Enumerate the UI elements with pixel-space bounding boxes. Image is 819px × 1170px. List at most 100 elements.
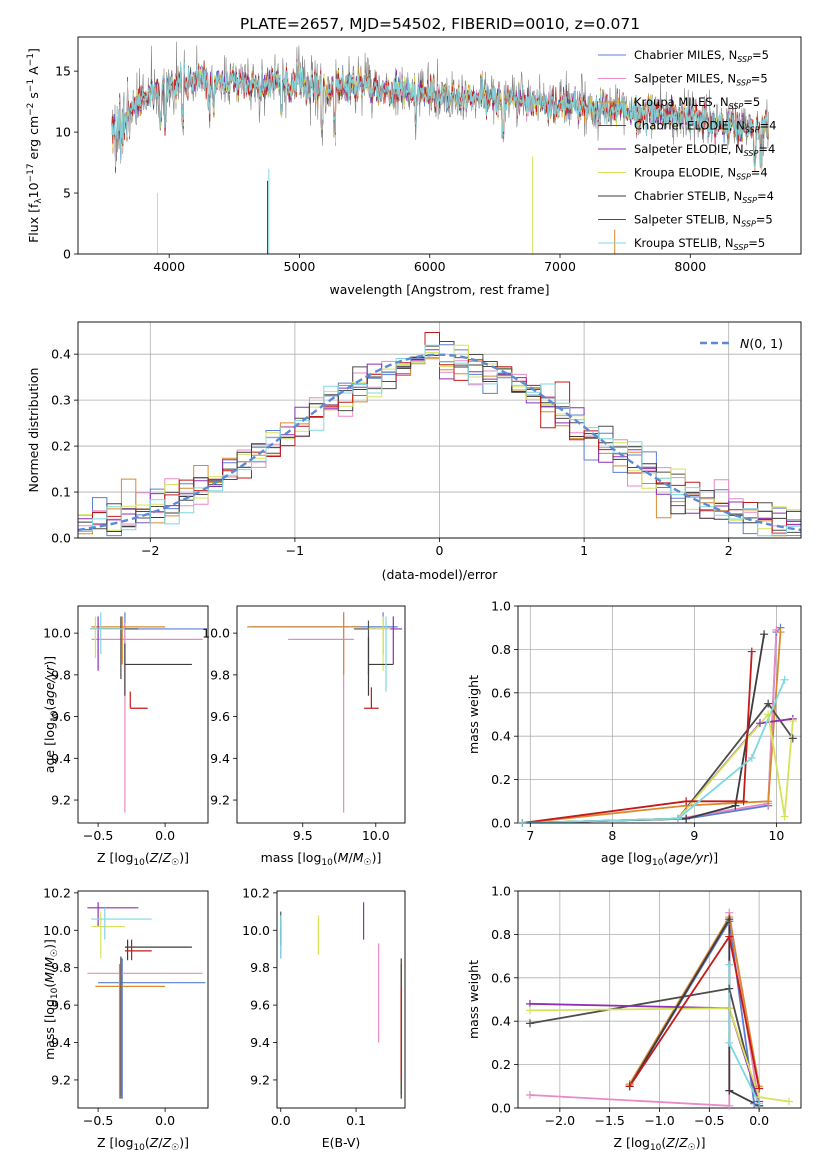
y-axis-label: mass [log10(M/M☉)]	[42, 939, 60, 1060]
weight-marker	[682, 814, 691, 823]
weight-line	[521, 651, 753, 823]
y-tick-label: 0.0	[491, 816, 511, 831]
axes-frame	[236, 605, 406, 824]
weight-line	[529, 1007, 790, 1103]
plot-area	[111, 41, 769, 254]
spectrum-line	[111, 41, 769, 172]
weight-line	[522, 634, 765, 823]
weight-marker	[776, 628, 785, 637]
weight-marker	[788, 734, 797, 743]
weight-marker	[780, 812, 789, 821]
y-tick-label: 0.8	[491, 642, 511, 657]
axes-frame	[77, 890, 209, 1109]
weight-marker	[788, 717, 797, 726]
y-tick-label: 9.8	[250, 960, 270, 975]
y-tick-label: 0.0	[51, 531, 71, 546]
x-tick-label: 6000	[414, 259, 446, 274]
x-axis-label: age [log10(age/yr)]	[601, 850, 718, 868]
x-tick-label: 0.0	[271, 1113, 291, 1128]
axes-weight_vs_age: 7 8 9 10 0.0 0.2 0.4 0.6 0.8 1.0 age [log10(age/yr…	[466, 599, 802, 868]
weight-marker	[731, 801, 740, 810]
x-tick-label: −2.0	[545, 1113, 575, 1128]
y-tick-label: 9.4	[51, 1035, 71, 1050]
x-tick-label: 0	[436, 543, 444, 558]
y-axis-label: mass weight	[466, 675, 481, 754]
y-axis-label: age [log10(age/yr)]	[42, 656, 60, 773]
weight-line	[522, 627, 782, 823]
weight-marker	[780, 675, 789, 684]
legend-label: Chabrier STELIB, NSSP=4	[634, 189, 774, 205]
y-axis-label: mass weight	[466, 960, 481, 1039]
y-tick-label: 0.4	[491, 1014, 511, 1029]
y-tick-label: 9.4	[250, 1035, 270, 1050]
weight-line	[522, 679, 786, 823]
weight-marker	[725, 932, 734, 941]
weight-marker	[725, 960, 734, 969]
x-tick-label: 4000	[153, 259, 185, 274]
x-axis-label: Z [log10(Z/Z☉)]	[97, 1135, 189, 1153]
x-tick-label: 9.5	[293, 828, 313, 843]
y-tick-label: 10.0	[43, 923, 71, 938]
x-axis-label: (data-model)/error	[382, 567, 499, 582]
x-tick-label: 0.1	[346, 1113, 366, 1128]
weight-marker	[785, 1097, 794, 1106]
x-tick-label: 7000	[544, 259, 576, 274]
y-tick-label: 10	[55, 125, 71, 140]
y-tick-label: 0	[63, 247, 71, 262]
y-tick-label: 0.1	[51, 485, 71, 500]
weight-marker	[525, 1090, 534, 1099]
axes-age_vs_mass: 9.5 10.0 9.2 9.4 9.6 9.8 10.0 mass [log10(M/M☉)…	[202, 605, 406, 868]
x-tick-label: 10.0	[362, 828, 390, 843]
plot-area	[90, 612, 206, 813]
y-tick-label: 15	[55, 64, 71, 79]
weight-marker	[525, 1019, 534, 1028]
weight-marker	[725, 915, 734, 924]
plot-area	[280, 902, 402, 1099]
weight-line	[529, 1002, 760, 1102]
y-tick-label: 9.2	[51, 1072, 71, 1087]
axes-age_vs_Z: −0.5 0.0 9.2 9.4 9.6 9.8 10.0 Z [log10(Z/Z☉)] ag…	[42, 605, 209, 868]
weight-marker	[764, 710, 773, 719]
x-tick-label: −2	[141, 543, 159, 558]
y-tick-label: 1.0	[491, 884, 511, 899]
axes-residuals: −2 −1 0 1 2 0.0 0.1 0.2 0.3 0.4 N(0, 1) (data-model…	[26, 321, 802, 582]
weight-marker	[747, 647, 756, 656]
y-tick-label: 1.0	[491, 599, 511, 614]
plot-area	[87, 902, 206, 1099]
y-tick-label: 9.8	[210, 667, 230, 682]
axes-mass_vs_Z: −0.5 0.0 9.2 9.4 9.6 9.8 10.0 10.2 Z [log10(Z/Z☉…	[42, 885, 209, 1153]
legend-label: Kroupa ELODIE, NSSP=4	[634, 166, 768, 182]
axes-spectrum: 4000 5000 6000 7000 8000 0 5 10 15 Chabrier MILES…	[26, 36, 802, 297]
y-tick-label: 9.8	[51, 667, 71, 682]
weight-marker	[673, 814, 682, 823]
y-tick-label: 10.0	[43, 626, 71, 641]
legend-label: Chabrier MILES, NSSP=5	[634, 48, 769, 64]
plot-area	[247, 612, 403, 813]
figure-title: PLATE=2657, MJD=54502, FIBERID=0010, z=0…	[240, 15, 640, 33]
y-tick-label: 9.6	[210, 709, 230, 724]
y-tick-label: 10.0	[242, 923, 270, 938]
axes-frame	[517, 605, 802, 824]
legend-label: N(0, 1)	[740, 336, 783, 351]
x-tick-label: 9	[690, 828, 698, 843]
y-tick-label: 10.0	[202, 626, 230, 641]
y-tick-label: 5	[63, 186, 71, 201]
y-tick-label: 9.4	[210, 751, 230, 766]
y-tick-label: 9.8	[51, 960, 71, 975]
x-tick-label: −1	[286, 543, 304, 558]
axes-mass_vs_EBV: 0.0 0.1 9.2 9.4 9.6 9.8 10.0 10.2 E(B-V)	[242, 885, 406, 1150]
weight-marker	[739, 797, 748, 806]
x-tick-label: 0.0	[155, 1113, 175, 1128]
weight-marker	[755, 1084, 764, 1093]
weight-line	[628, 915, 760, 1107]
x-tick-label: 2	[725, 543, 733, 558]
y-tick-label: 0.4	[491, 729, 511, 744]
weight-marker	[747, 753, 756, 762]
x-tick-label: 1	[580, 543, 588, 558]
axes-frame	[517, 890, 802, 1109]
y-tick-label: 10.2	[43, 885, 71, 900]
x-tick-label: 5000	[284, 259, 316, 274]
axes-frame	[77, 36, 802, 255]
spectrum-line	[111, 61, 769, 168]
